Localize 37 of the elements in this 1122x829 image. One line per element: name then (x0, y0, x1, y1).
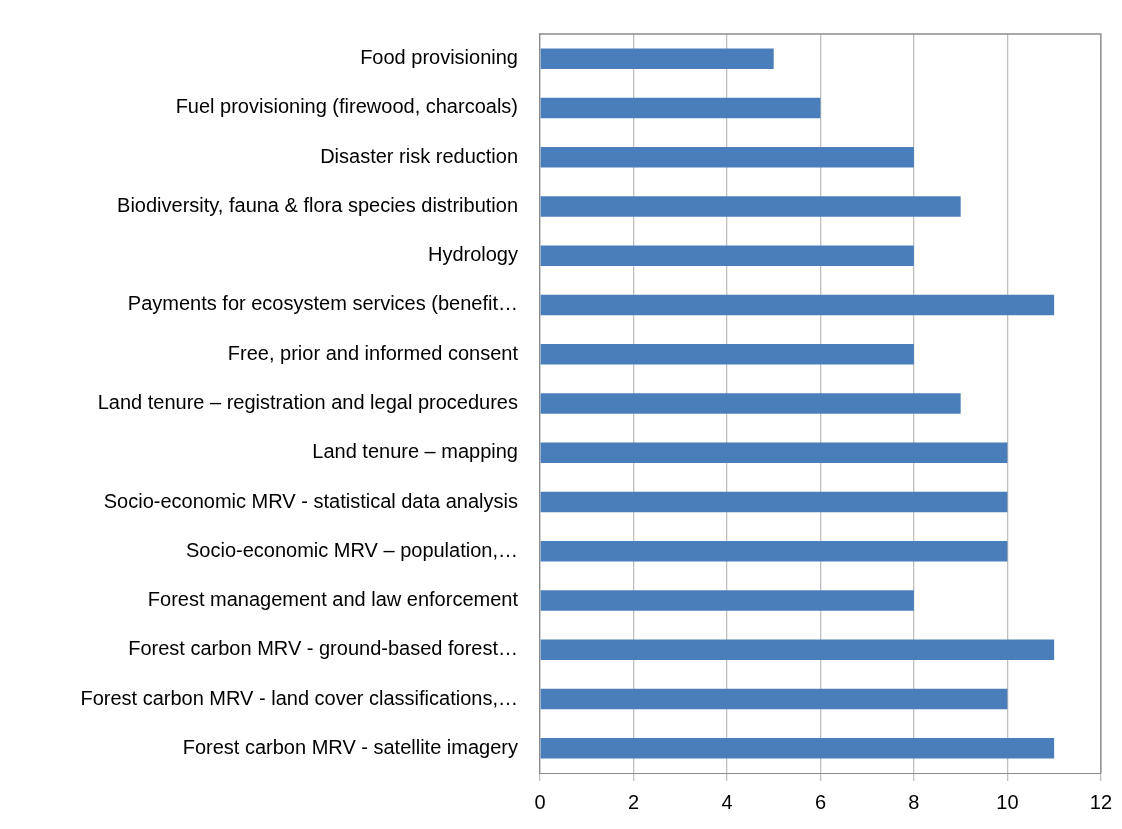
y-tick-label: Food provisioning (360, 46, 518, 69)
bar (540, 442, 1008, 464)
y-tick-label: Hydrology (427, 243, 518, 266)
y-tick-label: Socio-economic MRV - statistical data analysis (103, 489, 518, 512)
y-tick-label: Forest carbon MRV - land cover classifications,… (80, 686, 518, 709)
bar (540, 738, 1055, 759)
x-tick-label: 6 (814, 790, 826, 813)
bar (540, 245, 914, 266)
bar (540, 196, 961, 217)
y-tick-label: Biodiversity, fauna & flora species distribution (117, 193, 518, 216)
bar (540, 393, 961, 414)
x-tick-label: 8 (908, 790, 920, 813)
y-tick-label: Socio-economic MRV – population,… (185, 538, 518, 561)
y-tick-label: Free, prior and informed consent (227, 341, 519, 364)
bar (540, 48, 774, 69)
bar (540, 639, 1055, 661)
bar (540, 541, 1008, 562)
x-tick-label: 12 (1089, 790, 1112, 813)
bar (540, 294, 1055, 316)
y-tick-label: Payments for ecosystem services (benefit… (127, 292, 518, 315)
bar (540, 146, 914, 168)
y-tick-label: Land tenure – registration and legal procedures (97, 391, 518, 414)
y-tick-label: Forest carbon MRV - satellite imagery (182, 735, 518, 758)
bar (540, 343, 914, 365)
x-tick-label: 10 (996, 790, 1019, 813)
y-tick-label: Fuel provisioning (firewood, charcoals) (175, 95, 518, 118)
y-tick-label: Forest management and law enforcement (147, 588, 519, 611)
bar (540, 688, 1008, 710)
y-tick-label: Disaster risk reduction (320, 144, 518, 167)
x-tick-label: 2 (627, 790, 640, 813)
y-tick-label: Forest carbon MRV - ground-based forest… (128, 637, 518, 660)
x-tick-label: 0 (534, 790, 546, 813)
bar (540, 590, 914, 611)
y-tick-label: Land tenure – mapping (312, 440, 518, 463)
x-tick-label: 4 (721, 790, 733, 813)
bar (540, 491, 1008, 513)
bar (540, 97, 821, 119)
